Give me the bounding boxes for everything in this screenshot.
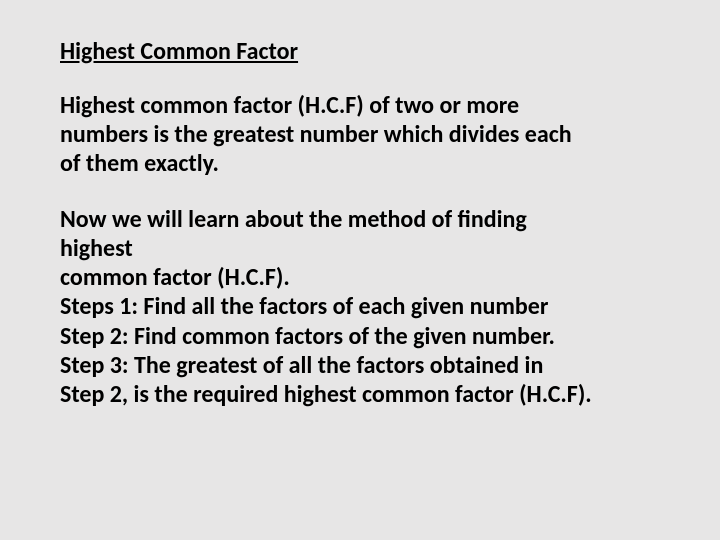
paragraph-2: Now we will learn about the method of fi… xyxy=(60,205,660,410)
para2-line5: Step 2: Find common factors of the given… xyxy=(60,322,555,351)
para2-line2: highest xyxy=(60,234,133,263)
slide-title: Highest Common Factor xyxy=(60,38,660,67)
para2-line6: Step 3: The greatest of all the factors … xyxy=(60,351,543,380)
para2-line1: Now we will learn about the method of fi… xyxy=(60,205,527,234)
paragraph-1: Highest common factor (H.C.F) of two or … xyxy=(60,91,660,179)
slide: Highest Common Factor Highest common fac… xyxy=(0,0,720,540)
para1-line3: of them exactly. xyxy=(60,149,219,178)
para1-line2: numbers is the greatest number which div… xyxy=(60,120,572,149)
para2-line7: Step 2, is the required highest common f… xyxy=(60,380,592,409)
para2-line3: common factor (H.C.F). xyxy=(60,263,290,292)
para1-line1: Highest common factor (H.C.F) of two or … xyxy=(60,91,519,120)
para2-line4: Steps 1: Find all the factors of each gi… xyxy=(60,292,548,321)
